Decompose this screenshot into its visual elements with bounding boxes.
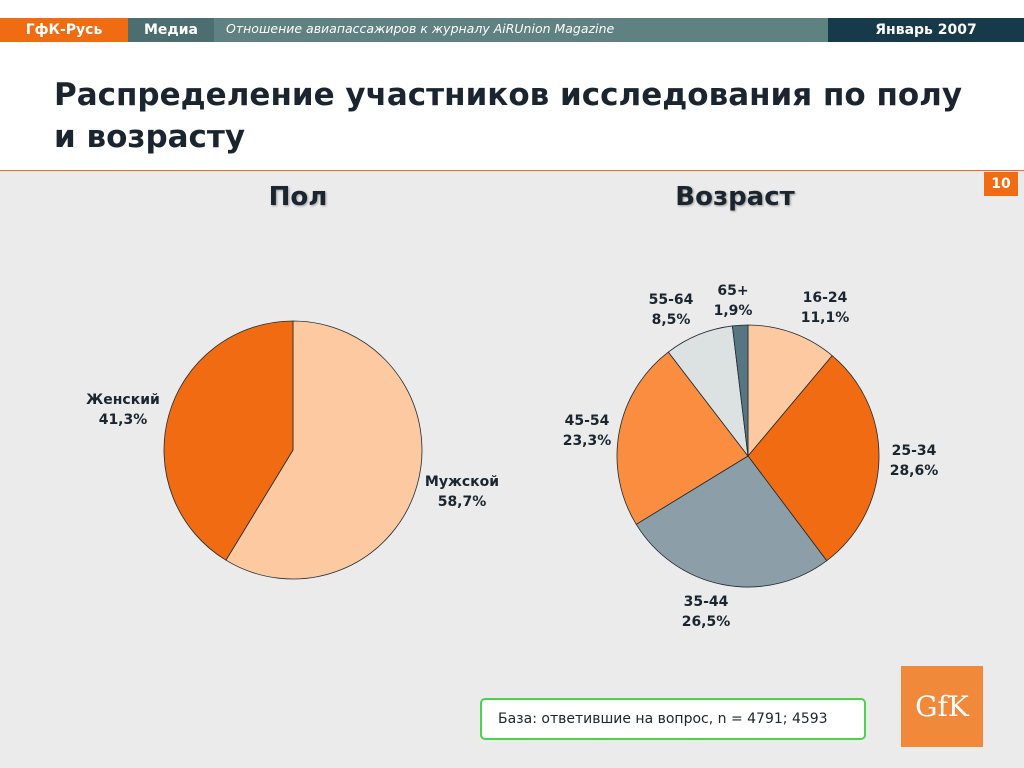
base-footnote: База: ответившие на вопрос, n = 4791; 45… (480, 698, 866, 740)
slice-label-45-54: 45-54 23,3% (563, 413, 612, 449)
top-bar: ГфК-Русь Медиа Отношение авиапассажиров … (0, 0, 1024, 42)
pie-slice-45-54 (616, 351, 749, 525)
slice-category-text: Мужской (425, 474, 499, 490)
title-area: Распределение участников исследования по… (0, 42, 1024, 171)
slice-category-text: 45-54 (565, 413, 610, 429)
slice-category-text: Женский (86, 392, 160, 408)
slice-label-16-24: 16-24 11,1% (801, 290, 850, 326)
slice-label-25-34: 25-34 28,6% (890, 443, 939, 479)
pie-slice-Мужской (225, 320, 423, 580)
pie-slice-16-24 (747, 324, 833, 458)
slice-category-text: 16-24 (803, 290, 848, 306)
page-title: Распределение участников исследования по… (54, 77, 963, 155)
slice-value-text: 58,7% (438, 494, 487, 510)
age-chart-title: Возраст (675, 182, 795, 212)
brand-label: ГфК-Русь (0, 18, 128, 42)
slice-value-text: 1,9% (714, 303, 753, 319)
slice-value-text: 28,6% (890, 463, 939, 479)
slice-value-text: 41,3% (99, 412, 148, 428)
subject-label: Отношение авиапассажиров к журналу AiRUn… (214, 18, 828, 42)
section-label: Медиа (128, 18, 214, 42)
pie-slice-65+ (731, 324, 749, 457)
slice-value-text: 26,5% (682, 614, 731, 630)
slice-label-55-64: 55-64 8,5% (649, 292, 694, 328)
slice-label-Мужской: Мужской 58,7% (425, 474, 499, 510)
slice-category-text: 35-44 (684, 594, 729, 610)
date-label: Январь 2007 (828, 18, 1024, 42)
gfk-logo: GfK (901, 666, 983, 747)
slice-value-text: 11,1% (801, 310, 850, 326)
slice-label-35-44: 35-44 26,5% (682, 594, 731, 630)
pie-slice-35-44 (635, 455, 828, 588)
pie-slice-Женский (163, 320, 294, 561)
slice-category-text: 25-34 (892, 443, 937, 459)
page-number: 10 (984, 172, 1018, 196)
pie-slice-25-34 (747, 355, 880, 562)
slice-value-text: 8,5% (652, 312, 691, 328)
gfk-logo-text: GfK (915, 690, 969, 723)
slice-category-text: 55-64 (649, 292, 694, 308)
slice-category-text: 65+ (717, 283, 748, 299)
slice-value-text: 23,3% (563, 433, 612, 449)
gender-chart-title: Пол (268, 182, 328, 212)
slice-label-65+: 65+ 1,9% (714, 283, 753, 319)
slice-label-Женский: Женский 41,3% (86, 392, 160, 428)
